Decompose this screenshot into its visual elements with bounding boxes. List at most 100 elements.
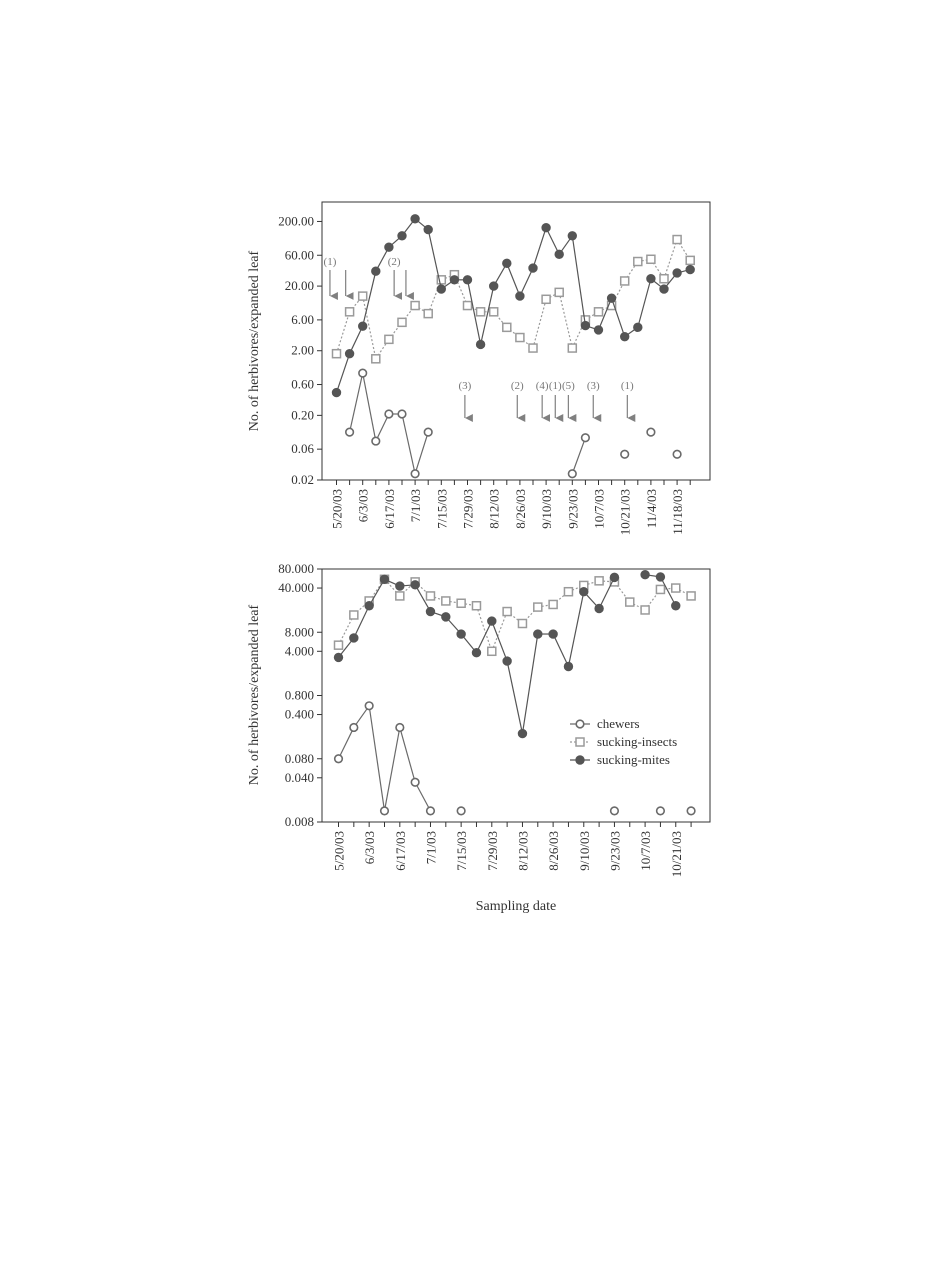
sucking-mites-line-segment (659, 576, 677, 607)
x-tick-label: 8/26/03 (513, 489, 528, 529)
x-tick-label: 5/20/03 (330, 489, 345, 529)
sucking-insects-line-segment (335, 311, 351, 354)
y-tick-label: 60.00 (285, 247, 314, 262)
plot-frame-top (321, 201, 711, 481)
sucking-insects-point (563, 586, 574, 597)
sucking-insects-point (659, 273, 669, 284)
sucking-mites-point (517, 728, 528, 739)
annotation-label: (4) (536, 380, 549, 392)
x-tick-label: 9/10/03 (539, 489, 554, 529)
sucking-insects-point (655, 584, 666, 595)
annotation-label: (1) (324, 256, 337, 268)
sucking-insects-line-segment (337, 614, 355, 646)
sucking-mites-point (640, 570, 650, 580)
sucking-mites-point (364, 601, 374, 611)
sucking-insects-line-segment (558, 292, 573, 349)
chewers-line-segment (368, 705, 386, 811)
sucking-mites-line-segment (637, 278, 652, 328)
sucking-mites-point (594, 603, 604, 614)
sucking-insects-point (344, 307, 355, 317)
sucking-mites-line-segment (466, 279, 482, 345)
y-axis-label-bottom: No. of herbivores/expanded leaf (247, 604, 262, 785)
y-axis-label-top: No. of herbivores/expanded leaf (247, 250, 262, 431)
x-tick-label: 5/20/03 (332, 831, 347, 871)
sucking-insects-line-segment (675, 587, 692, 597)
sucking-mites-line-segment (362, 271, 377, 327)
x-tick-label: 8/26/03 (546, 831, 561, 871)
sucking-insects-point (395, 591, 405, 601)
y-tick-label: 0.040 (285, 770, 314, 785)
sucking-insects-point (517, 618, 528, 629)
chewers-line-segment (571, 437, 586, 474)
sucking-insects-point (441, 596, 451, 606)
y-tick-label: 0.20 (291, 407, 314, 422)
chewers-line-segment (414, 781, 432, 812)
sucking-insects-line-segment (475, 605, 493, 652)
chewers-point (345, 427, 355, 437)
y-axis-bottom: 80.000 40.000 8.000 4.000 0.800 0.400 0.080 0.0… (278, 561, 322, 829)
x-tick-label: 11/18/03 (670, 489, 685, 535)
legend-label-sucking-mites: sucking-mites (597, 752, 670, 767)
sucking-insects-point (686, 591, 696, 601)
sucking-mites-point (579, 587, 589, 597)
x-tick-label: 10/21/03 (618, 489, 633, 535)
sucking-mites-point (475, 339, 486, 350)
sucking-mites-point (379, 574, 390, 584)
chewers-point (358, 368, 368, 378)
sucking-insects-point (533, 602, 543, 612)
sucking-insects-line-segment (491, 611, 508, 652)
annotation-label: (2) (388, 256, 401, 268)
sucking-insects-point (371, 354, 381, 364)
sucking-mites-point (563, 661, 574, 672)
sucking-mites-point (489, 281, 499, 291)
x-tick-label: 6/3/03 (356, 489, 371, 522)
y-tick-label: 4.000 (285, 643, 314, 658)
sucking-mites-point (659, 284, 669, 294)
x-tick-label: 7/15/03 (434, 489, 449, 529)
sucking-mites-point (548, 629, 558, 639)
sucking-mites-point (685, 264, 695, 275)
legend-marker-sucking-mites (575, 755, 585, 765)
sucking-insects-point (331, 348, 342, 359)
x-tick-label: 10/7/03 (638, 831, 653, 871)
sucking-mites-point (471, 647, 482, 658)
sucking-insects-point (488, 307, 499, 317)
x-tick-label: 9/23/03 (607, 831, 622, 871)
sucking-mites-point (449, 275, 460, 285)
series-chewers (333, 701, 696, 816)
chewers-point (384, 409, 394, 419)
sucking-mites-point (423, 224, 433, 235)
annotations-top: (1) (2)(3) (2) (4) (1) (5) (3) (1) (324, 256, 636, 422)
x-tick-label: 6/3/03 (362, 831, 377, 864)
sucking-mites-line-segment (475, 620, 493, 653)
sucking-mites-point (593, 325, 604, 335)
sucking-insects-point (554, 287, 564, 298)
sucking-mites-point (609, 572, 620, 583)
sucking-insects-point (487, 646, 497, 657)
sucking-mites-point (541, 223, 551, 233)
sucking-mites-line-segment (532, 227, 547, 269)
sucking-insects-point (594, 576, 604, 586)
sucking-mites-point (410, 580, 420, 590)
sucking-mites-point (528, 263, 538, 273)
chewers-line-segment (362, 373, 377, 442)
sucking-mites-line-segment (506, 660, 524, 734)
chewers-point (686, 806, 696, 816)
y-tick-label: 20.00 (285, 278, 314, 293)
sucking-insects-point (436, 275, 447, 285)
sucking-mites-point (410, 214, 420, 224)
sucking-mites-point (646, 274, 656, 284)
chewers-line-segment (349, 373, 364, 433)
sucking-mites-point (567, 231, 577, 241)
sucking-mites-line-segment (598, 577, 615, 609)
x-tick-label: 9/23/03 (565, 489, 580, 529)
sucking-mites-point (487, 616, 497, 626)
x-tick-label: 6/17/03 (393, 831, 408, 871)
y-tick-label: 0.02 (291, 472, 314, 487)
sucking-insects-point (357, 291, 368, 301)
chewers-point (425, 806, 436, 816)
x-tick-label: 8/12/03 (515, 831, 530, 871)
chewers-point (456, 806, 466, 816)
sucking-mites-point (344, 348, 355, 359)
